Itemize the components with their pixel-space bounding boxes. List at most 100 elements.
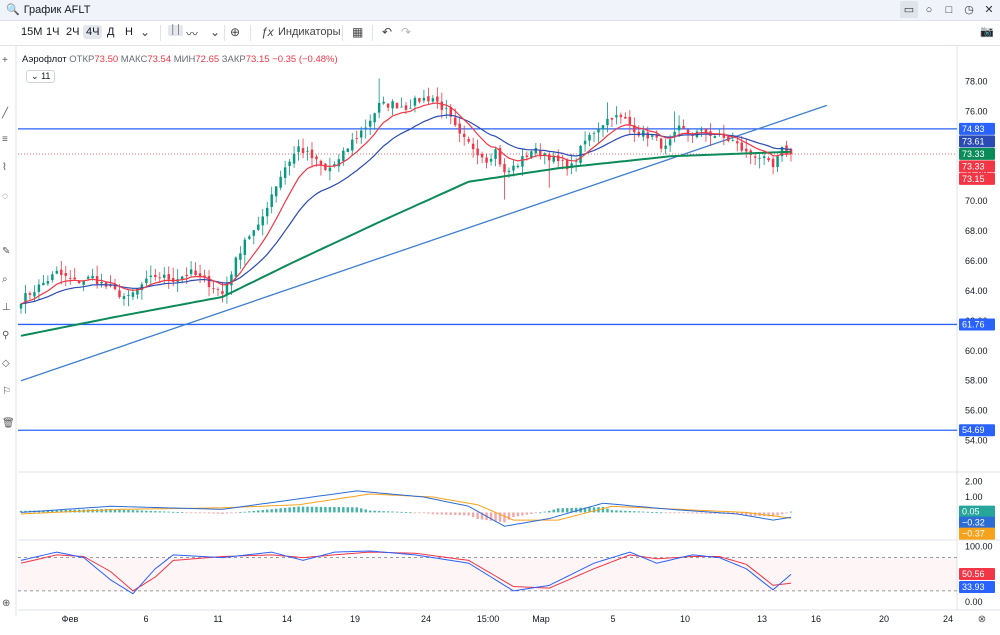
macd-histogram-bar <box>216 512 220 514</box>
macd-histogram-bar <box>785 512 788 514</box>
macd-histogram-bar <box>288 507 291 513</box>
macd-histogram-bar <box>145 510 148 513</box>
candle-body <box>700 129 703 131</box>
chart-type-line-icon[interactable]: 〰 <box>186 27 199 41</box>
price-label-bg <box>959 147 995 160</box>
candle-body <box>431 98 435 102</box>
candle-body <box>176 279 179 282</box>
candle-body <box>19 304 23 309</box>
candle-body <box>221 291 224 294</box>
candle-body <box>695 131 699 138</box>
candle-body <box>413 97 417 106</box>
candle-body <box>95 276 99 285</box>
timeframe-dropdown-icon[interactable]: ⌄ <box>140 25 151 39</box>
macd-histogram-bar <box>454 512 457 516</box>
candle-body <box>543 153 547 156</box>
macd-histogram-bar <box>462 512 466 516</box>
macd-histogram-bar <box>704 512 708 514</box>
fib-tool-icon[interactable]: ≡ <box>2 134 8 145</box>
macd-histogram-bar <box>55 510 59 513</box>
minimize-icon-button[interactable]: ○ <box>925 3 933 16</box>
pattern-tool-icon[interactable]: ⌇ <box>2 162 7 173</box>
trendline-tool-icon[interactable]: ╱ <box>2 108 9 119</box>
timeframe-2[interactable]: 2Ч <box>66 26 80 38</box>
candle-body <box>749 150 752 155</box>
chart-type-dropdown-icon[interactable]: ⌄ <box>210 25 221 39</box>
stoch-band-fill <box>18 557 957 591</box>
candle-body <box>646 132 649 139</box>
high-label: МАКС <box>120 54 148 65</box>
macd-histogram-bar <box>431 512 435 515</box>
delete-drawings-icon[interactable]: 🗑 <box>2 418 15 429</box>
candle-body <box>198 273 202 277</box>
indicators-button[interactable]: Индикаторы <box>278 26 341 38</box>
candle-body <box>400 106 403 108</box>
toolbar: 15М 1Ч 2Ч 4Ч Д Н ⌄ ⏐⏐ 〰 ⌄ ⊕ ƒx Индикаторы ▦ ↶… <box>0 21 1000 46</box>
symbol-search[interactable]: 🔍 График AFLT <box>6 3 90 17</box>
y-tick-label: 68.00 <box>965 226 988 236</box>
macd-histogram-bar <box>113 509 117 513</box>
brush-tool-icon[interactable]: ✎ <box>2 246 11 257</box>
macd-histogram-bar <box>556 508 560 513</box>
candle-body <box>691 134 694 136</box>
macd-histogram-bar <box>189 512 193 514</box>
macd-histogram-bar <box>753 512 757 516</box>
candle-body <box>467 139 470 142</box>
candle-body <box>364 127 367 129</box>
measure-tool-icon[interactable]: ⊥ <box>2 302 11 313</box>
macd-histogram-bar <box>418 512 421 514</box>
restore-window-button[interactable]: ▭ <box>900 1 918 18</box>
macd-histogram-bar <box>64 509 67 513</box>
macd-histogram-bar <box>619 510 623 513</box>
macd-histogram-bar <box>606 508 609 513</box>
candle-body <box>69 278 72 279</box>
timeframe-5[interactable]: Н <box>125 26 133 38</box>
candle-body <box>668 139 672 146</box>
crosshair-icon[interactable]: + <box>2 55 8 66</box>
price-label-ema_fast: 73.33 <box>962 161 985 171</box>
macd-histogram-bar <box>257 510 260 513</box>
layout-icon[interactable]: ▦ <box>352 25 364 39</box>
indicators-toggle[interactable]: ⌄ 11 <box>26 70 56 83</box>
candle-body <box>552 155 555 162</box>
maximize-button[interactable]: □ <box>945 3 953 16</box>
candle-body <box>270 194 273 207</box>
candle-body <box>789 148 793 155</box>
indicators-icon[interactable]: ƒx <box>261 25 274 39</box>
ma-long-line <box>20 150 792 337</box>
macd-histogram-bar <box>673 512 676 514</box>
eraser-tool-icon[interactable]: ◇ <box>2 358 10 369</box>
timeframe-1[interactable]: 1Ч <box>46 26 60 38</box>
add-symbol-icon[interactable]: ⊕ <box>230 25 241 39</box>
macd-y-tick: 1.00 <box>965 492 983 502</box>
candle-body <box>745 148 748 152</box>
timeframe-4[interactable]: Д <box>107 26 115 38</box>
macd-histogram-bar <box>561 508 564 513</box>
low-label: МИН <box>173 54 196 65</box>
shapes-tool-icon[interactable]: ◌ <box>2 191 8 202</box>
detach-button[interactable]: ◷ <box>964 4 974 16</box>
lock-tool-icon[interactable]: ⚲ <box>2 330 10 341</box>
macd-histogram-bar <box>109 508 112 513</box>
candle-body <box>104 282 108 287</box>
candles-icon[interactable]: ⏐⏐ <box>168 25 184 36</box>
candle-body <box>86 276 90 279</box>
camera-icon[interactable]: 📷 <box>980 26 994 38</box>
zoom-tool-icon[interactable]: ⌕ <box>2 274 8 285</box>
object-tree-icon[interactable]: ⊕ <box>2 598 11 609</box>
y-tick-label: 76.00 <box>965 106 988 116</box>
candle-body <box>225 283 229 295</box>
hide-drawings-icon[interactable]: ⚐ <box>2 386 11 397</box>
close-button[interactable]: ✕ <box>984 4 994 16</box>
candle-body <box>395 102 399 109</box>
candle-body <box>163 274 166 278</box>
candle-body <box>731 140 735 142</box>
redo-icon[interactable]: ↷ <box>401 25 412 39</box>
undo-icon[interactable]: ↶ <box>382 25 393 39</box>
macd-histogram-bar <box>69 509 72 513</box>
macd-histogram-bar <box>328 506 332 513</box>
open-label: ОТКР <box>69 54 95 65</box>
timeframe-3[interactable]: 4Ч <box>83 25 103 39</box>
timeframe-0[interactable]: 15М <box>21 26 43 38</box>
